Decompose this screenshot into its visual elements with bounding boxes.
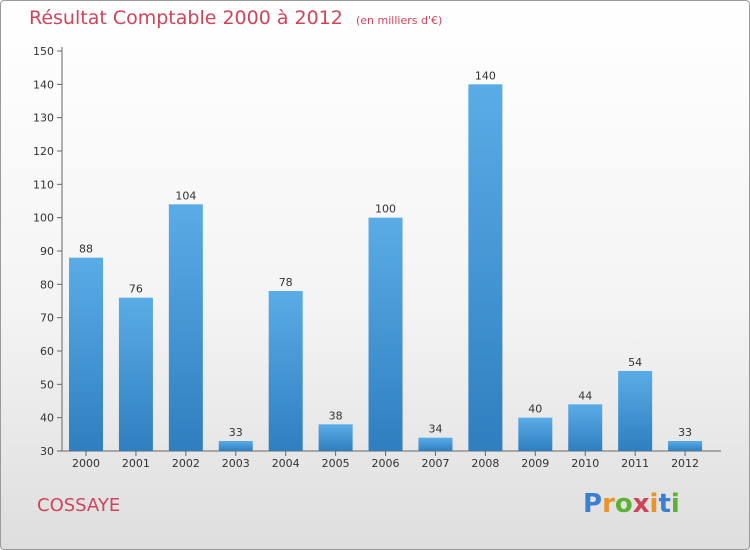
place-name: COSSAYE [37, 495, 121, 516]
bar [218, 441, 253, 451]
bar [418, 437, 453, 451]
x-tick-label: 2000 [72, 457, 100, 470]
y-tick-label: 140 [33, 78, 54, 91]
proxiti-logo: Proxiti [583, 489, 680, 519]
logo-letter: P [583, 489, 603, 519]
bar [468, 84, 503, 451]
y-tick-label: 90 [40, 245, 54, 258]
labels: 2000 88 2001 76 2002 104 2003 33 2004 78 2005 38 200… [72, 69, 699, 470]
y-tick-label: 110 [33, 178, 54, 191]
x-tick-label: 2002 [172, 457, 200, 470]
x-tick-label: 2010 [571, 457, 599, 470]
bar [69, 257, 103, 451]
logo-letter: o [614, 489, 633, 519]
data-label: 44 [578, 389, 592, 402]
x-tick-label: 2007 [421, 457, 449, 470]
x-tick-label: 2012 [671, 457, 699, 470]
chart-title: Résultat Comptable 2000 à 2012 [29, 7, 343, 29]
data-label: 40 [528, 403, 542, 416]
logo-letter: i [670, 489, 680, 519]
data-label: 76 [129, 283, 143, 296]
y-tick-label: 60 [40, 345, 54, 358]
y-tick-label: 80 [40, 278, 54, 291]
logo-letter: x [632, 489, 650, 519]
data-label: 140 [475, 69, 496, 82]
x-tick-label: 2008 [471, 457, 499, 470]
y-tick-label: 70 [40, 312, 54, 325]
data-label: 33 [229, 426, 243, 439]
data-label: 38 [329, 409, 343, 422]
x-tick-label: 2005 [322, 457, 350, 470]
bar [618, 371, 653, 451]
logo-letter: i [649, 489, 659, 519]
bar [568, 404, 603, 451]
data-label: 104 [175, 189, 196, 202]
x-tick-label: 2011 [621, 457, 649, 470]
chart-subtitle: (en milliers d'€) [355, 14, 443, 27]
bar [268, 291, 303, 451]
y-tick-label: 130 [33, 112, 54, 125]
bars [69, 84, 703, 451]
bar [168, 204, 203, 451]
bar [368, 217, 403, 451]
y-tick-label: 100 [33, 212, 54, 225]
chart-title-block: Résultat Comptable 2000 à 2012 (en milli… [29, 7, 442, 29]
y-tick-label: 150 [33, 45, 54, 58]
data-label: 78 [279, 276, 293, 289]
logo-letter: r [602, 489, 615, 519]
x-tick-label: 2009 [521, 457, 549, 470]
y-tick-label: 40 [40, 412, 54, 425]
data-label: 33 [678, 426, 692, 439]
y-tick-label: 120 [33, 145, 54, 158]
y-tick-label: 50 [40, 378, 54, 391]
x-tick-label: 2006 [372, 457, 400, 470]
bar [668, 441, 703, 451]
data-label: 54 [628, 356, 642, 369]
x-tick-label: 2004 [272, 457, 300, 470]
data-label: 34 [428, 423, 442, 436]
bar [118, 297, 153, 451]
y-tick-label: 30 [40, 445, 54, 458]
bar [518, 417, 553, 451]
data-label: 88 [79, 243, 93, 256]
x-tick-label: 2001 [122, 457, 150, 470]
data-label: 100 [375, 203, 396, 216]
logo-letter: t [658, 489, 671, 519]
x-tick-label: 2003 [222, 457, 250, 470]
bar [318, 424, 353, 451]
